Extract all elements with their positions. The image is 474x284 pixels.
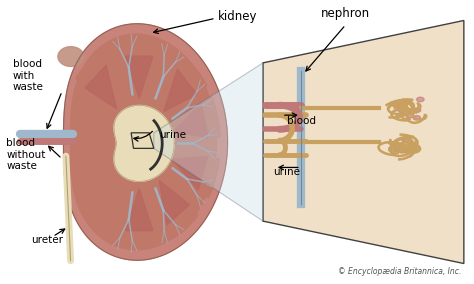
Circle shape	[410, 144, 418, 149]
Text: kidney: kidney	[218, 10, 257, 23]
Text: blood: blood	[287, 116, 316, 126]
Circle shape	[413, 108, 421, 112]
Circle shape	[402, 138, 410, 142]
Polygon shape	[168, 207, 198, 239]
Polygon shape	[164, 69, 197, 112]
Polygon shape	[173, 104, 208, 138]
Circle shape	[417, 97, 424, 102]
Text: © Encyclopædia Britannica, Inc.: © Encyclopædia Britannica, Inc.	[338, 267, 462, 276]
Text: blood
without
waste: blood without waste	[6, 138, 46, 171]
Polygon shape	[126, 189, 153, 231]
Circle shape	[413, 116, 420, 120]
Text: urine: urine	[273, 167, 301, 177]
Polygon shape	[126, 56, 153, 98]
Polygon shape	[159, 180, 189, 225]
Polygon shape	[201, 157, 219, 198]
Text: urine: urine	[159, 130, 186, 140]
Polygon shape	[154, 63, 263, 221]
Circle shape	[394, 146, 401, 151]
Circle shape	[398, 108, 405, 112]
Polygon shape	[64, 24, 228, 260]
Polygon shape	[123, 39, 155, 53]
Ellipse shape	[58, 47, 84, 66]
Text: blood
with
waste: blood with waste	[12, 59, 44, 92]
Polygon shape	[179, 56, 207, 92]
Polygon shape	[76, 52, 105, 86]
Circle shape	[398, 149, 406, 153]
Polygon shape	[71, 34, 217, 250]
Text: ureter: ureter	[31, 235, 64, 245]
Polygon shape	[172, 157, 208, 190]
Polygon shape	[114, 105, 174, 181]
Text: nephron: nephron	[321, 7, 370, 20]
Polygon shape	[85, 65, 117, 109]
Circle shape	[393, 147, 401, 152]
Polygon shape	[203, 97, 220, 138]
Circle shape	[406, 113, 413, 118]
Polygon shape	[123, 234, 155, 248]
Polygon shape	[263, 20, 464, 264]
